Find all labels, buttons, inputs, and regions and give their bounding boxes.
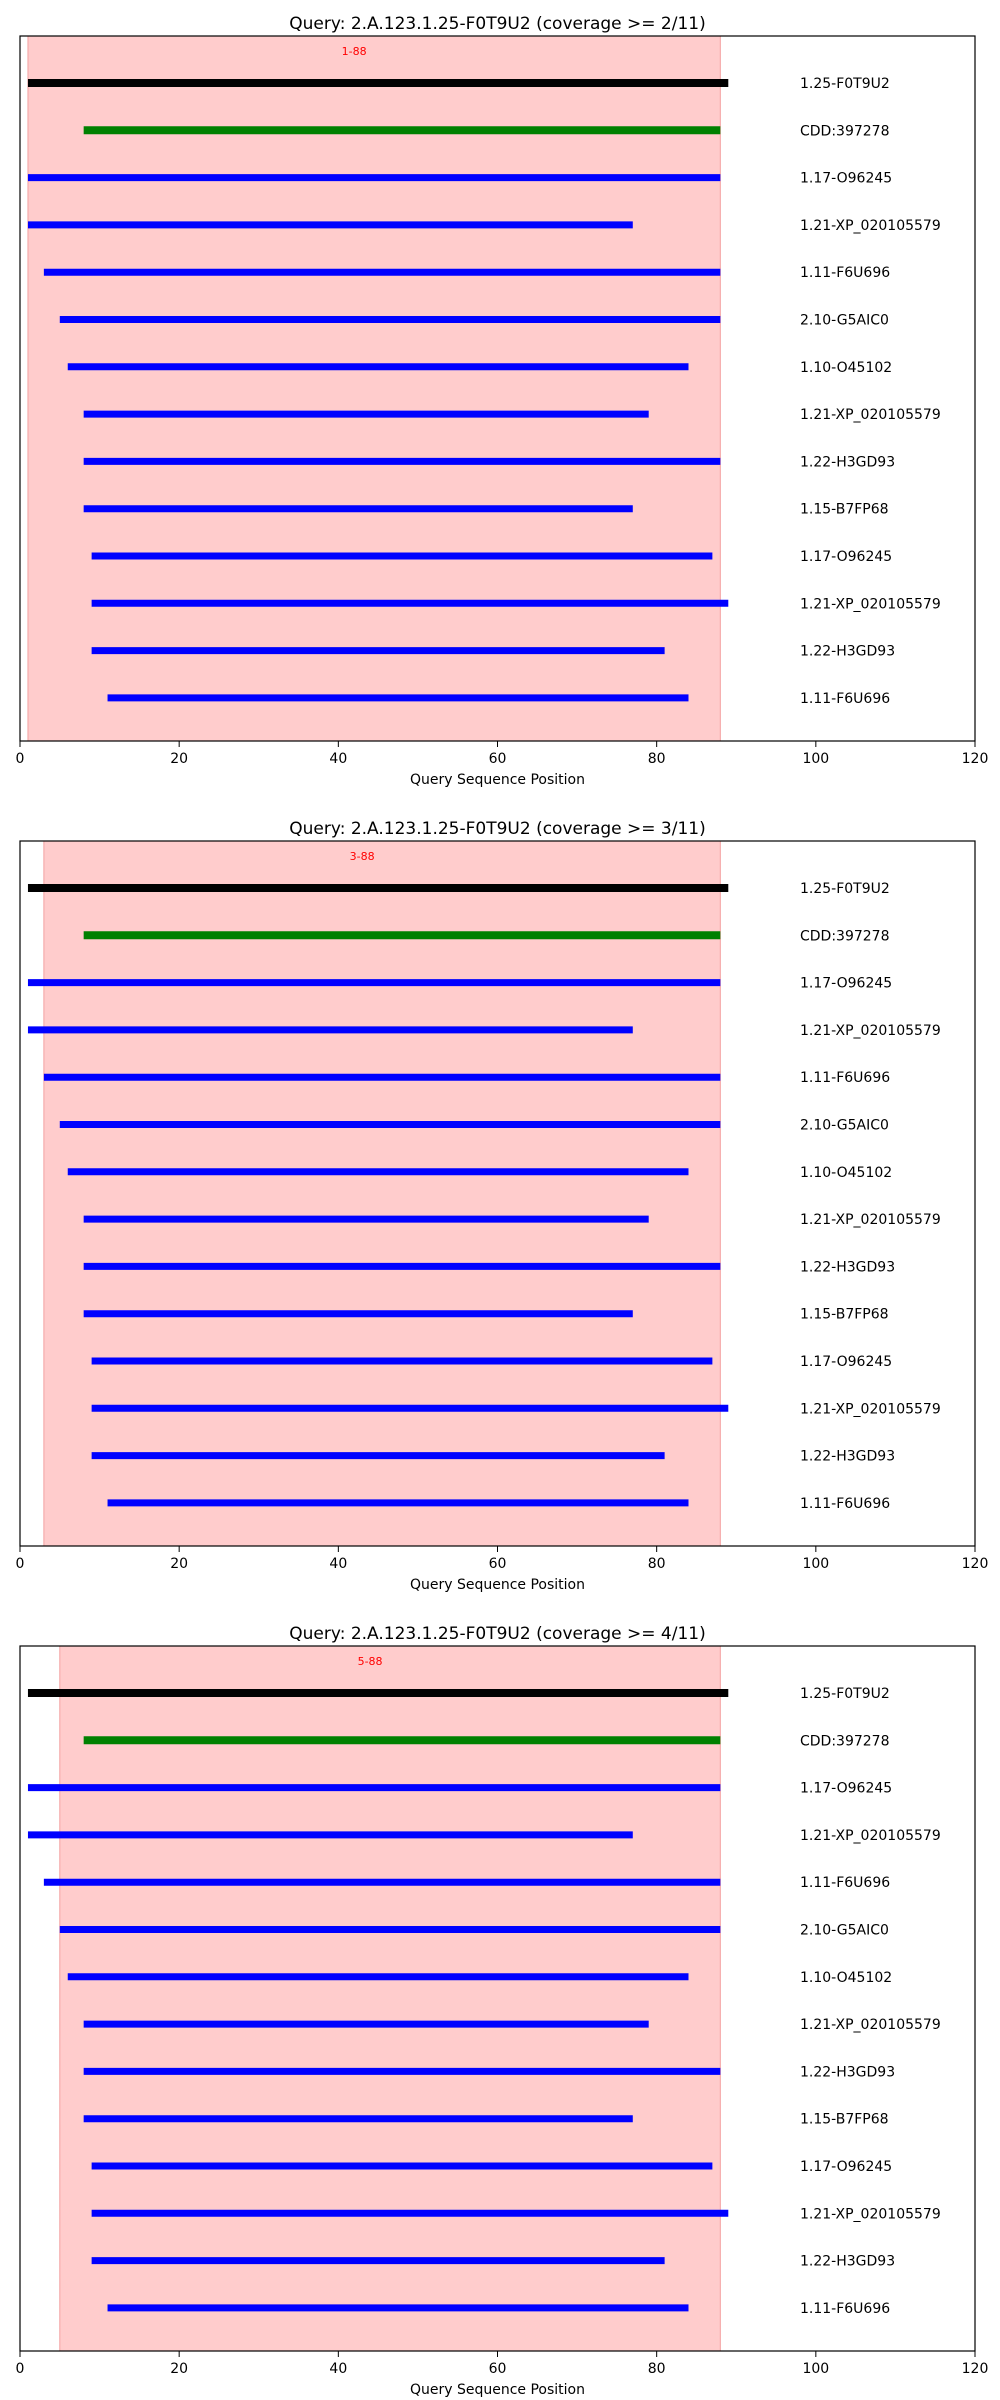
row-label: 1.21-XP_020105579 <box>800 1828 941 1844</box>
row-label: 1.15-B7FP68 <box>800 1307 889 1323</box>
region-label: 3-88 <box>350 850 375 863</box>
row-label: 1.11-F6U696 <box>800 265 890 281</box>
x-tick-label: 80 <box>648 2361 666 2377</box>
chart-panel-1: Query: 2.A.123.1.25-F0T9U2 (coverage >= … <box>16 14 989 788</box>
x-tick-label: 100 <box>802 751 829 767</box>
row-label: 1.22-H3GD93 <box>800 2064 895 2080</box>
row-label: 1.25-F0T9U2 <box>800 76 890 92</box>
row-label: 1.17-O96245 <box>800 171 892 187</box>
x-tick-label: 20 <box>170 751 188 767</box>
row-label: 1.17-O96245 <box>800 549 892 565</box>
row-label: 1.21-XP_020105579 <box>800 1212 941 1228</box>
x-tick-label: 40 <box>329 2361 347 2377</box>
x-tick-label: 60 <box>489 2361 507 2377</box>
row-label: 1.21-XP_020105579 <box>800 2206 941 2222</box>
row-label: CDD:397278 <box>800 1733 890 1749</box>
row-label: 1.17-O96245 <box>800 976 892 992</box>
coverage-region <box>27 35 721 742</box>
row-label: 1.11-F6U696 <box>800 2301 890 2317</box>
row-label: 1.21-XP_020105579 <box>800 407 941 423</box>
row-label: 1.11-F6U696 <box>800 1070 890 1086</box>
x-tick-label: 60 <box>489 1556 507 1572</box>
x-axis-label: Query Sequence Position <box>410 1577 585 1593</box>
row-label: 1.25-F0T9U2 <box>800 881 890 897</box>
row-label: 1.21-XP_020105579 <box>800 596 941 612</box>
x-tick-label: 80 <box>648 1556 666 1572</box>
row-label: 1.21-XP_020105579 <box>800 218 941 234</box>
row-label: 1.15-B7FP68 <box>800 2112 889 2128</box>
coverage-region <box>59 1645 721 2352</box>
x-tick-label: 100 <box>802 1556 829 1572</box>
chart-title: Query: 2.A.123.1.25-F0T9U2 (coverage >= … <box>289 1624 705 1644</box>
x-tick-label: 120 <box>962 2361 989 2377</box>
row-label: 1.15-B7FP68 <box>800 502 889 518</box>
row-label: 1.21-XP_020105579 <box>800 1023 941 1039</box>
chart-title: Query: 2.A.123.1.25-F0T9U2 (coverage >= … <box>289 819 705 839</box>
x-tick-label: 20 <box>170 2361 188 2377</box>
row-label: 1.10-O45102 <box>800 1970 892 1986</box>
x-tick-label: 120 <box>962 1556 989 1572</box>
row-label: 1.10-O45102 <box>800 1165 892 1181</box>
row-label: 2.10-G5AIC0 <box>800 1118 889 1134</box>
x-tick-label: 40 <box>329 1556 347 1572</box>
x-tick-label: 0 <box>16 751 25 767</box>
chart-panel-2: Query: 2.A.123.1.25-F0T9U2 (coverage >= … <box>16 819 989 1593</box>
row-label: 1.11-F6U696 <box>800 1496 890 1512</box>
row-label: 1.22-H3GD93 <box>800 1259 895 1275</box>
x-tick-label: 20 <box>170 1556 188 1572</box>
row-label: 1.17-O96245 <box>800 2159 892 2175</box>
region-label: 1-88 <box>342 45 367 58</box>
row-label: 1.21-XP_020105579 <box>800 2017 941 2033</box>
x-tick-label: 80 <box>648 751 666 767</box>
row-label: CDD:397278 <box>800 123 890 139</box>
region-label: 5-88 <box>358 1655 383 1668</box>
row-label: 1.17-O96245 <box>800 1781 892 1797</box>
chart-title: Query: 2.A.123.1.25-F0T9U2 (coverage >= … <box>289 14 705 34</box>
row-label: 1.22-H3GD93 <box>800 2254 895 2270</box>
row-label: 2.10-G5AIC0 <box>800 313 889 329</box>
chart-panel-3: Query: 2.A.123.1.25-F0T9U2 (coverage >= … <box>16 1624 989 2398</box>
x-tick-label: 100 <box>802 2361 829 2377</box>
x-tick-label: 0 <box>16 1556 25 1572</box>
coverage-region <box>43 840 721 1547</box>
row-label: 1.22-H3GD93 <box>800 644 895 660</box>
row-label: CDD:397278 <box>800 928 890 944</box>
row-label: 1.22-H3GD93 <box>800 454 895 470</box>
x-tick-label: 40 <box>329 751 347 767</box>
row-label: 1.17-O96245 <box>800 1354 892 1370</box>
x-axis-label: Query Sequence Position <box>410 772 585 788</box>
row-label: 1.10-O45102 <box>800 360 892 376</box>
row-label: 1.22-H3GD93 <box>800 1449 895 1465</box>
row-label: 1.11-F6U696 <box>800 691 890 707</box>
row-label: 1.25-F0T9U2 <box>800 1686 890 1702</box>
row-label: 1.21-XP_020105579 <box>800 1401 941 1417</box>
x-tick-label: 60 <box>489 751 507 767</box>
x-axis-label: Query Sequence Position <box>410 2382 585 2398</box>
row-label: 1.11-F6U696 <box>800 1875 890 1891</box>
x-tick-label: 120 <box>962 751 989 767</box>
row-label: 2.10-G5AIC0 <box>800 1923 889 1939</box>
x-tick-label: 0 <box>16 2361 25 2377</box>
